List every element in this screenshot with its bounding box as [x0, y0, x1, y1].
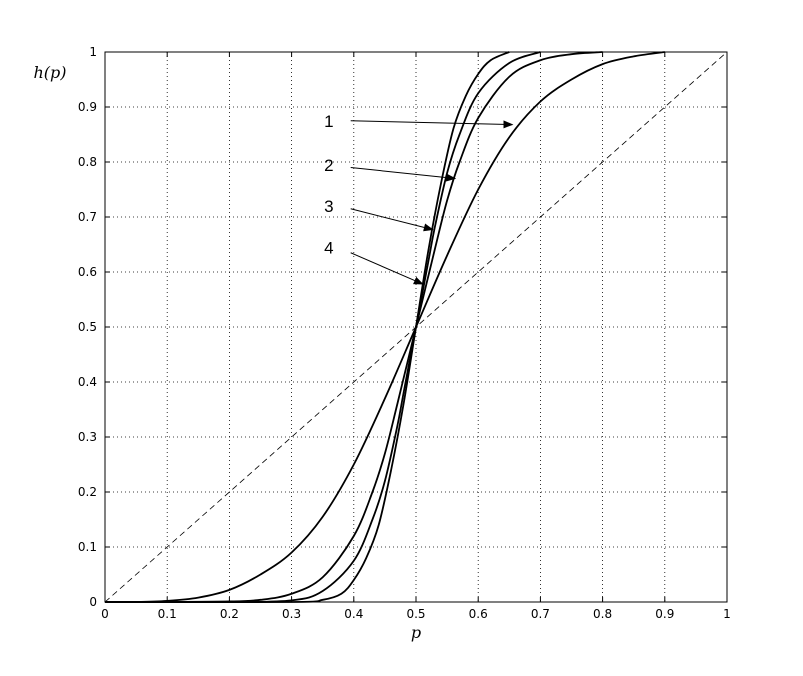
y-tick-label: 0.7	[78, 210, 97, 224]
annotations: 1 2 3 4	[324, 112, 514, 285]
y-tick-label: 0.2	[78, 485, 97, 499]
annotation-label: 4	[324, 238, 333, 257]
y-tick-label: 0.6	[78, 265, 97, 279]
annotation-arrow	[350, 167, 457, 182]
series-line-4	[104, 51, 510, 604]
annotation-arrow	[350, 208, 434, 232]
annotation-arrow	[350, 120, 514, 129]
x-tick-label: 0.3	[282, 607, 301, 621]
annotation-label: 2	[324, 156, 333, 175]
x-tick-label: 0.7	[531, 607, 550, 621]
y-tick-label: 0.4	[78, 375, 97, 389]
x-tick-label: 0.4	[344, 607, 363, 621]
annotation-label: 3	[324, 197, 333, 216]
series-line-2	[104, 51, 603, 603]
x-tick-label: 0.2	[220, 607, 239, 621]
series-line-3	[104, 51, 541, 604]
y-tick-label: 0.3	[78, 430, 97, 444]
x-tick-label: 1	[723, 607, 731, 621]
y-tick-label: 0.8	[78, 155, 97, 169]
y-tick-label: 0.5	[78, 320, 97, 334]
x-tick-label: 0.8	[593, 607, 612, 621]
x-tick-label: 0	[101, 607, 109, 621]
x-tick-label: 0.5	[406, 607, 425, 621]
y-tick-label: 0.9	[78, 100, 97, 114]
annotation-label: 1	[324, 112, 333, 131]
y-tick-label: 0	[89, 595, 97, 609]
x-axis-label: p	[411, 623, 421, 642]
y-axis-label: h(p)	[33, 63, 66, 82]
series-line-1	[104, 51, 665, 603]
y-tick-label: 0.1	[78, 540, 97, 554]
series-group	[104, 51, 728, 604]
y-tick-label: 1	[89, 45, 97, 59]
ticks: 0 0.1 0.2 0.3 0.4 0.5 0.6 0.7 0.8 0.9 1 0 0.1 0.2 0.3 0…	[78, 45, 731, 621]
x-tick-label: 0.6	[469, 607, 488, 621]
annotation-arrow	[350, 252, 424, 285]
x-tick-label: 0.9	[655, 607, 674, 621]
x-tick-label: 0.1	[158, 607, 177, 621]
